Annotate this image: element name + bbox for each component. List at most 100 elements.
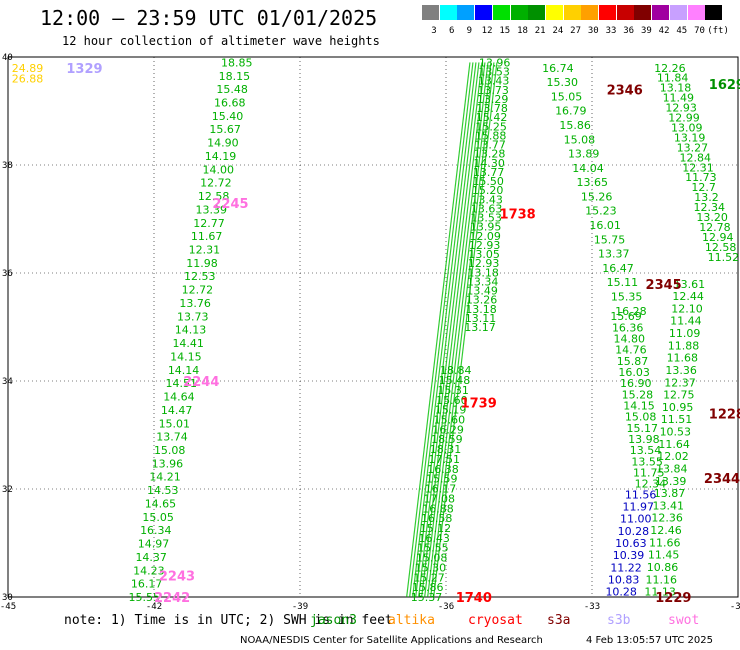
legend-label: 45 — [676, 26, 688, 36]
wave-height-value: 13.39 — [196, 203, 228, 216]
wave-height-value: 12.09 — [469, 230, 501, 243]
wave-height-value: 13.54 — [630, 444, 662, 457]
satellite-track-line — [421, 62, 486, 598]
wave-height-value: 13.96 — [479, 56, 511, 69]
wave-height-value: 12.36 — [651, 512, 683, 525]
legend-swatch — [510, 5, 528, 20]
wave-height-value: 12.77 — [193, 217, 225, 230]
wave-height-value: 13.61 — [674, 278, 706, 291]
wave-height-value: 12.02 — [657, 450, 689, 463]
wave-height-value: 14.15 — [170, 350, 202, 363]
legend-swatch — [545, 5, 563, 20]
wave-height-value: 11.16 — [646, 573, 678, 586]
wave-height-value: 15.08 — [154, 444, 186, 457]
wave-height-value: 12.10 — [671, 302, 703, 315]
wave-height-value: 11.56 — [625, 488, 657, 501]
wave-height-value: 13.74 — [156, 431, 188, 444]
wave-height-value: 17.51 — [429, 453, 461, 466]
wave-height-value: 16.74 — [542, 62, 574, 75]
wave-height-value: 16.79 — [555, 105, 587, 118]
wave-height-value: 13.55 — [631, 455, 663, 468]
wave-height-value: 15.59 — [426, 473, 458, 486]
wave-height-value: 12.53 — [184, 270, 216, 283]
wave-height-value: 13.98 — [628, 433, 660, 446]
wave-height-value: 13.11 — [465, 312, 497, 325]
legend-swatch — [563, 5, 581, 20]
pass-time-label: 1229 — [655, 591, 691, 606]
wave-height-value: 16.29 — [432, 423, 464, 436]
wave-height-value: 10.83 — [608, 573, 640, 586]
legend-swatch — [634, 5, 652, 20]
wave-height-value: 16.90 — [620, 377, 652, 390]
satellite-track-line — [412, 62, 477, 598]
wave-height-value: 15.37 — [411, 591, 443, 604]
wave-height-value: 11.75 — [633, 466, 665, 479]
longitude-tick-label: -36 — [438, 602, 454, 612]
legend-swatch — [652, 5, 670, 20]
legend-swatch — [492, 5, 510, 20]
wave-height-value: 12.46 — [650, 524, 682, 537]
wave-height-value: 12.7 — [691, 181, 716, 194]
wave-height-value: 10.63 — [615, 537, 647, 550]
wave-height-value: 13.73 — [177, 310, 209, 323]
wave-height-value: 13.19 — [674, 131, 706, 144]
satellite-track-line — [424, 62, 489, 598]
wave-height-value: 15.28 — [622, 388, 654, 401]
longitude-tick-label: -45 — [0, 602, 16, 612]
wave-height-value: 12.99 — [668, 112, 700, 125]
wave-height-value: 13.27 — [677, 141, 709, 154]
pass-time-label: 2244 — [183, 375, 219, 390]
pass-time-label: 1329 — [66, 62, 102, 77]
map-subtitle: 12 hour collection of altimeter wave hei… — [62, 34, 380, 48]
satellite-legend-altika: altika — [388, 613, 435, 628]
satellite-legend-jason3: jason3 — [310, 613, 357, 628]
wave-height-value: 15.55 — [129, 591, 161, 604]
wave-height-value: 10.86 — [647, 561, 679, 574]
legend-label: 3 — [431, 26, 437, 36]
wave-height-value: 11.22 — [610, 561, 642, 574]
satellite-track-line — [406, 62, 471, 598]
satellite-legend-s3a: s3a — [547, 613, 571, 628]
wave-height-value: 10.53 — [660, 426, 692, 439]
wave-height-value: 13.73 — [477, 84, 509, 97]
wave-height-value: 13.84 — [656, 462, 688, 475]
wave-height-value: 13.41 — [653, 499, 685, 512]
pass-time-label: 1740 — [456, 591, 492, 606]
wave-height-value: 14.80 — [614, 333, 646, 346]
longitude-tick-label: -42 — [146, 602, 162, 612]
wave-height-value: 18.84 — [440, 364, 472, 377]
wave-height-value: 12.84 — [679, 151, 711, 164]
legend-swatch — [705, 5, 723, 20]
wave-height-value: 15.75 — [594, 233, 626, 246]
wave-height-value: 16.88 — [422, 502, 454, 515]
legend-label: 21 — [534, 26, 546, 36]
wave-height-value: 13.96 — [152, 457, 184, 470]
wave-height-value: 16.17 — [131, 578, 163, 591]
wave-height-value: 16.43 — [418, 532, 450, 545]
wave-height-value: 13.26 — [466, 294, 498, 307]
wave-height-value: 12.58 — [705, 241, 737, 254]
wave-height-value: 26.88 — [12, 73, 44, 86]
wave-height-value: 15.60 — [434, 414, 466, 427]
pass-time-label: 2242 — [154, 591, 190, 606]
wave-height-value: 13.18 — [660, 82, 692, 95]
wave-height-value: 13.78 — [476, 102, 508, 115]
wave-height-value: 12.93 — [469, 239, 501, 252]
wave-height-value: 14.76 — [615, 344, 647, 357]
wave-height-value: 11.49 — [663, 92, 695, 105]
wave-height-value: 18.15 — [219, 70, 251, 83]
wave-height-value: 11.67 — [191, 230, 223, 243]
wave-height-value: 15.19 — [435, 404, 467, 417]
wave-height-value: 13.28 — [474, 148, 506, 161]
wave-height-value: 11.97 — [622, 501, 654, 514]
wave-height-value: 15.25 — [475, 120, 507, 133]
wave-height-value: 11.84 — [657, 72, 689, 85]
legend-label: 6 — [448, 26, 455, 36]
legend-swatch — [669, 5, 687, 20]
wave-height-value: 10.95 — [662, 401, 694, 414]
wave-height-value: 14.00 — [202, 163, 234, 176]
wave-height-value: 12.34 — [635, 478, 667, 491]
wave-height-value: 14.23 — [133, 564, 165, 577]
wave-height-value: 14.51 — [166, 377, 198, 390]
